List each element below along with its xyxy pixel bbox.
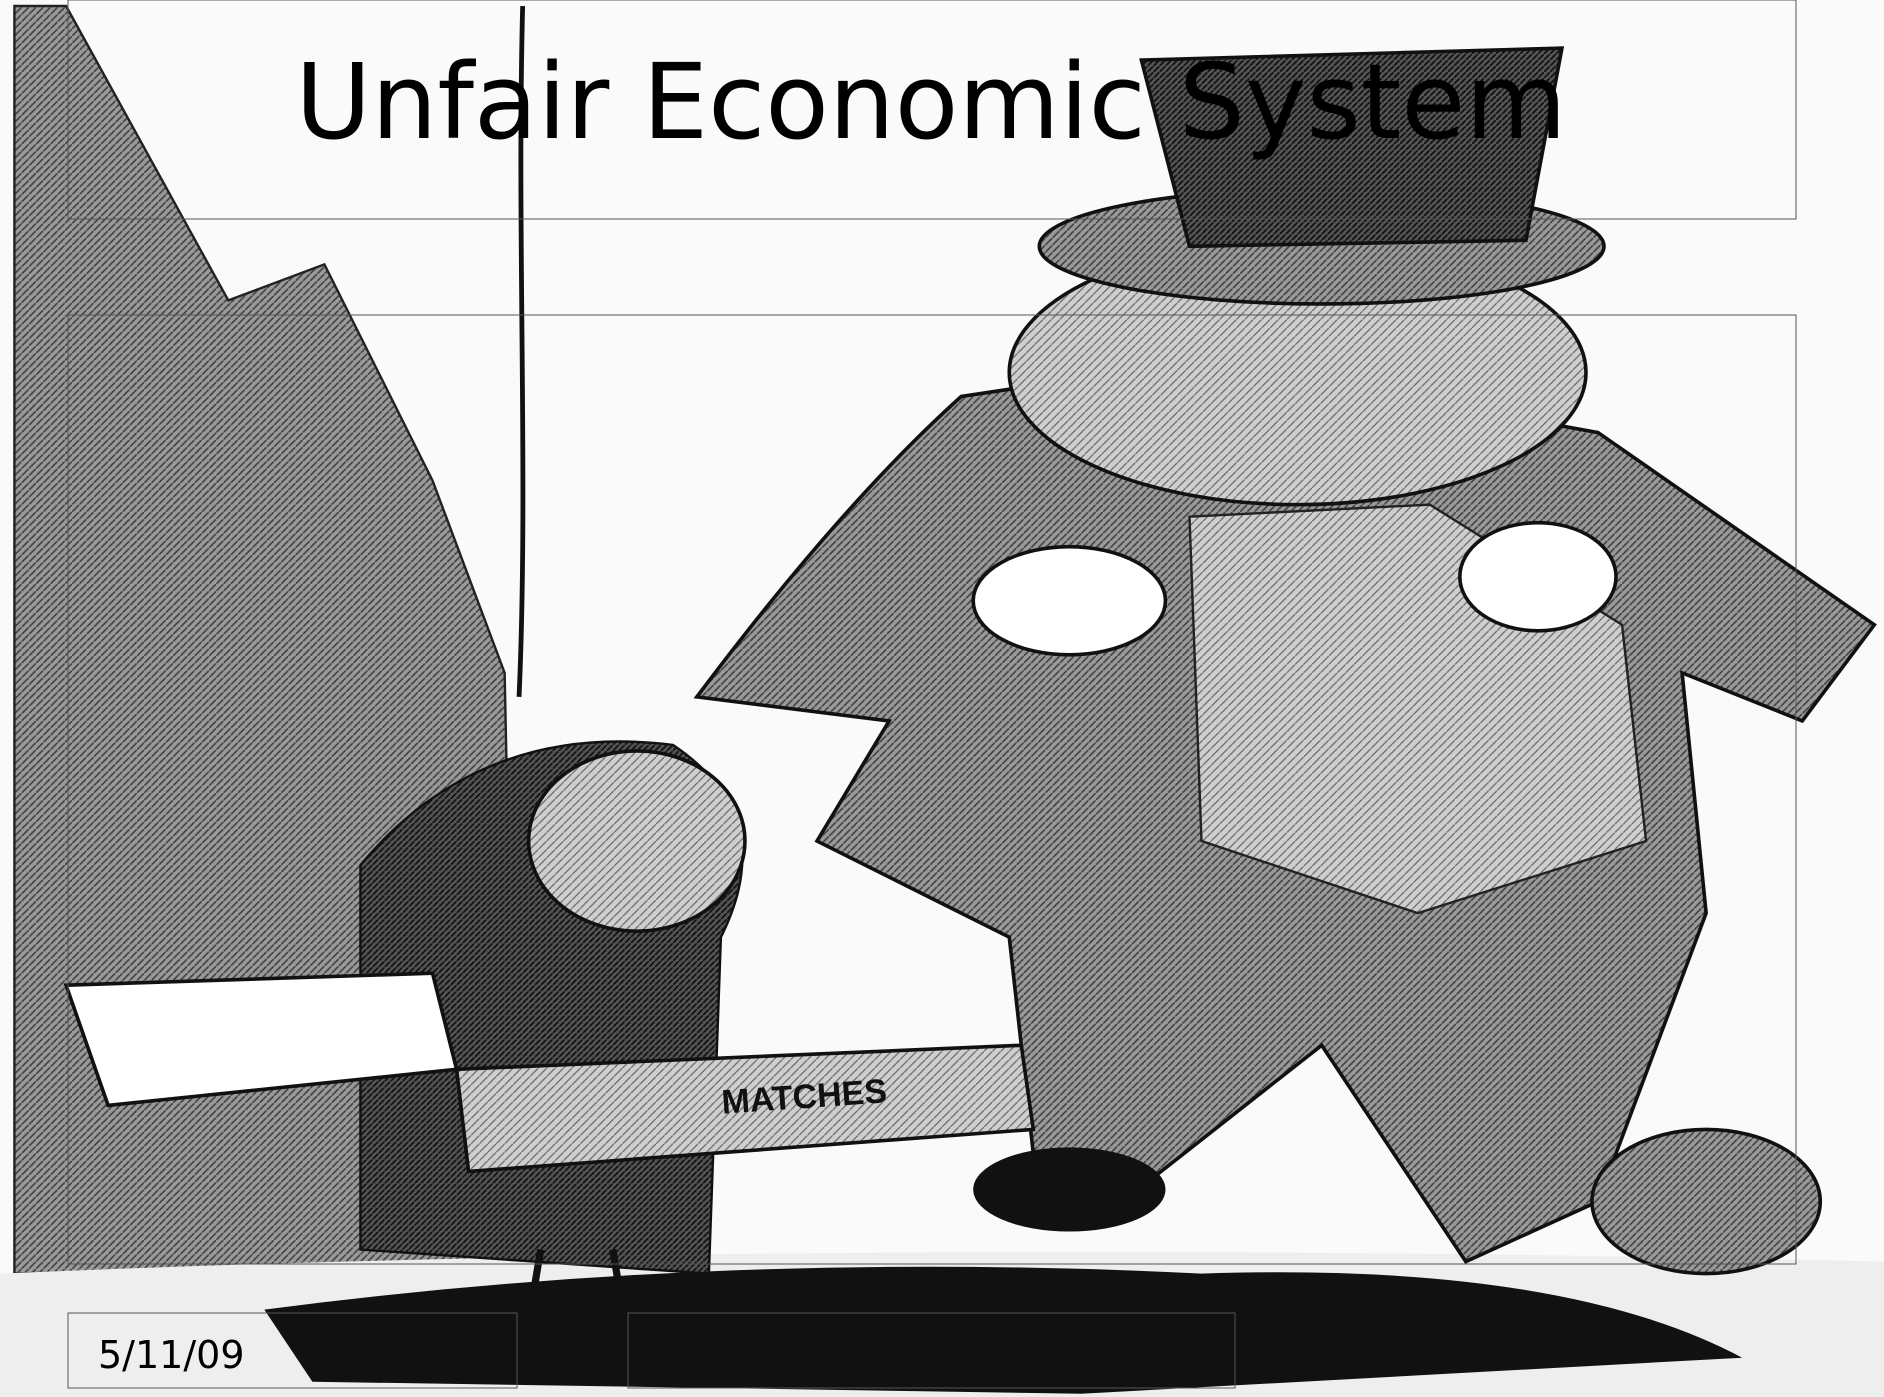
slide-title: Unfair Economic System — [295, 41, 1566, 163]
title-placeholder — [67, 0, 1797, 220]
content-placeholder — [67, 314, 1797, 1265]
footer-placeholder — [627, 1312, 1236, 1389]
slide-date: 5/11/09 — [98, 1333, 245, 1377]
date-placeholder — [67, 1312, 518, 1389]
